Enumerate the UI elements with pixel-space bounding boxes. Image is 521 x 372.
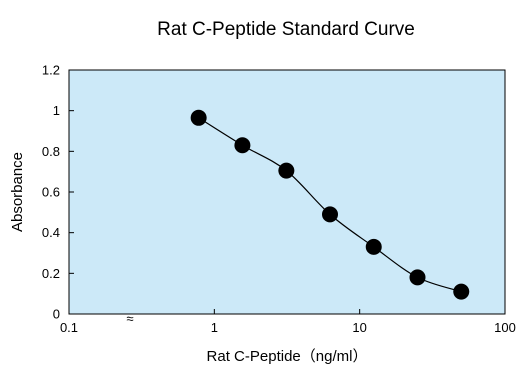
y-axis: 0 0.2 0.4 0.6 0.8 1 1.2	[42, 63, 74, 322]
y-axis-label: Absorbance	[9, 152, 26, 232]
x-tick-label: 0.1	[60, 320, 78, 335]
chart-title: Rat C-Peptide Standard Curve	[157, 19, 415, 40]
y-tick-label: 0.8	[42, 144, 60, 159]
y-tick-label: 0.4	[42, 225, 60, 240]
data-point	[278, 162, 295, 179]
y-tick-label: 0	[53, 307, 60, 322]
y-tick-label: 0.6	[42, 185, 60, 200]
plot-area	[68, 69, 506, 315]
x-axis: 0.1 1 10 100	[60, 309, 516, 335]
x-tick-label: 100	[494, 320, 516, 335]
data-point	[365, 238, 382, 255]
y-tick-label: 1	[53, 103, 60, 118]
y-tick-label: 0.2	[42, 266, 60, 281]
data-point	[409, 269, 426, 286]
data-point	[190, 109, 207, 126]
data-points	[190, 109, 470, 300]
x-tick-label: 10	[352, 320, 366, 335]
axis-break-symbol: ≈	[126, 311, 133, 326]
x-tick-label: 1	[211, 320, 218, 335]
data-point	[234, 137, 251, 154]
data-point	[322, 206, 339, 223]
y-tick-label: 1.2	[42, 63, 60, 78]
data-point	[453, 283, 470, 300]
x-axis-label: Rat C-Peptide（ng/ml）	[207, 348, 368, 365]
